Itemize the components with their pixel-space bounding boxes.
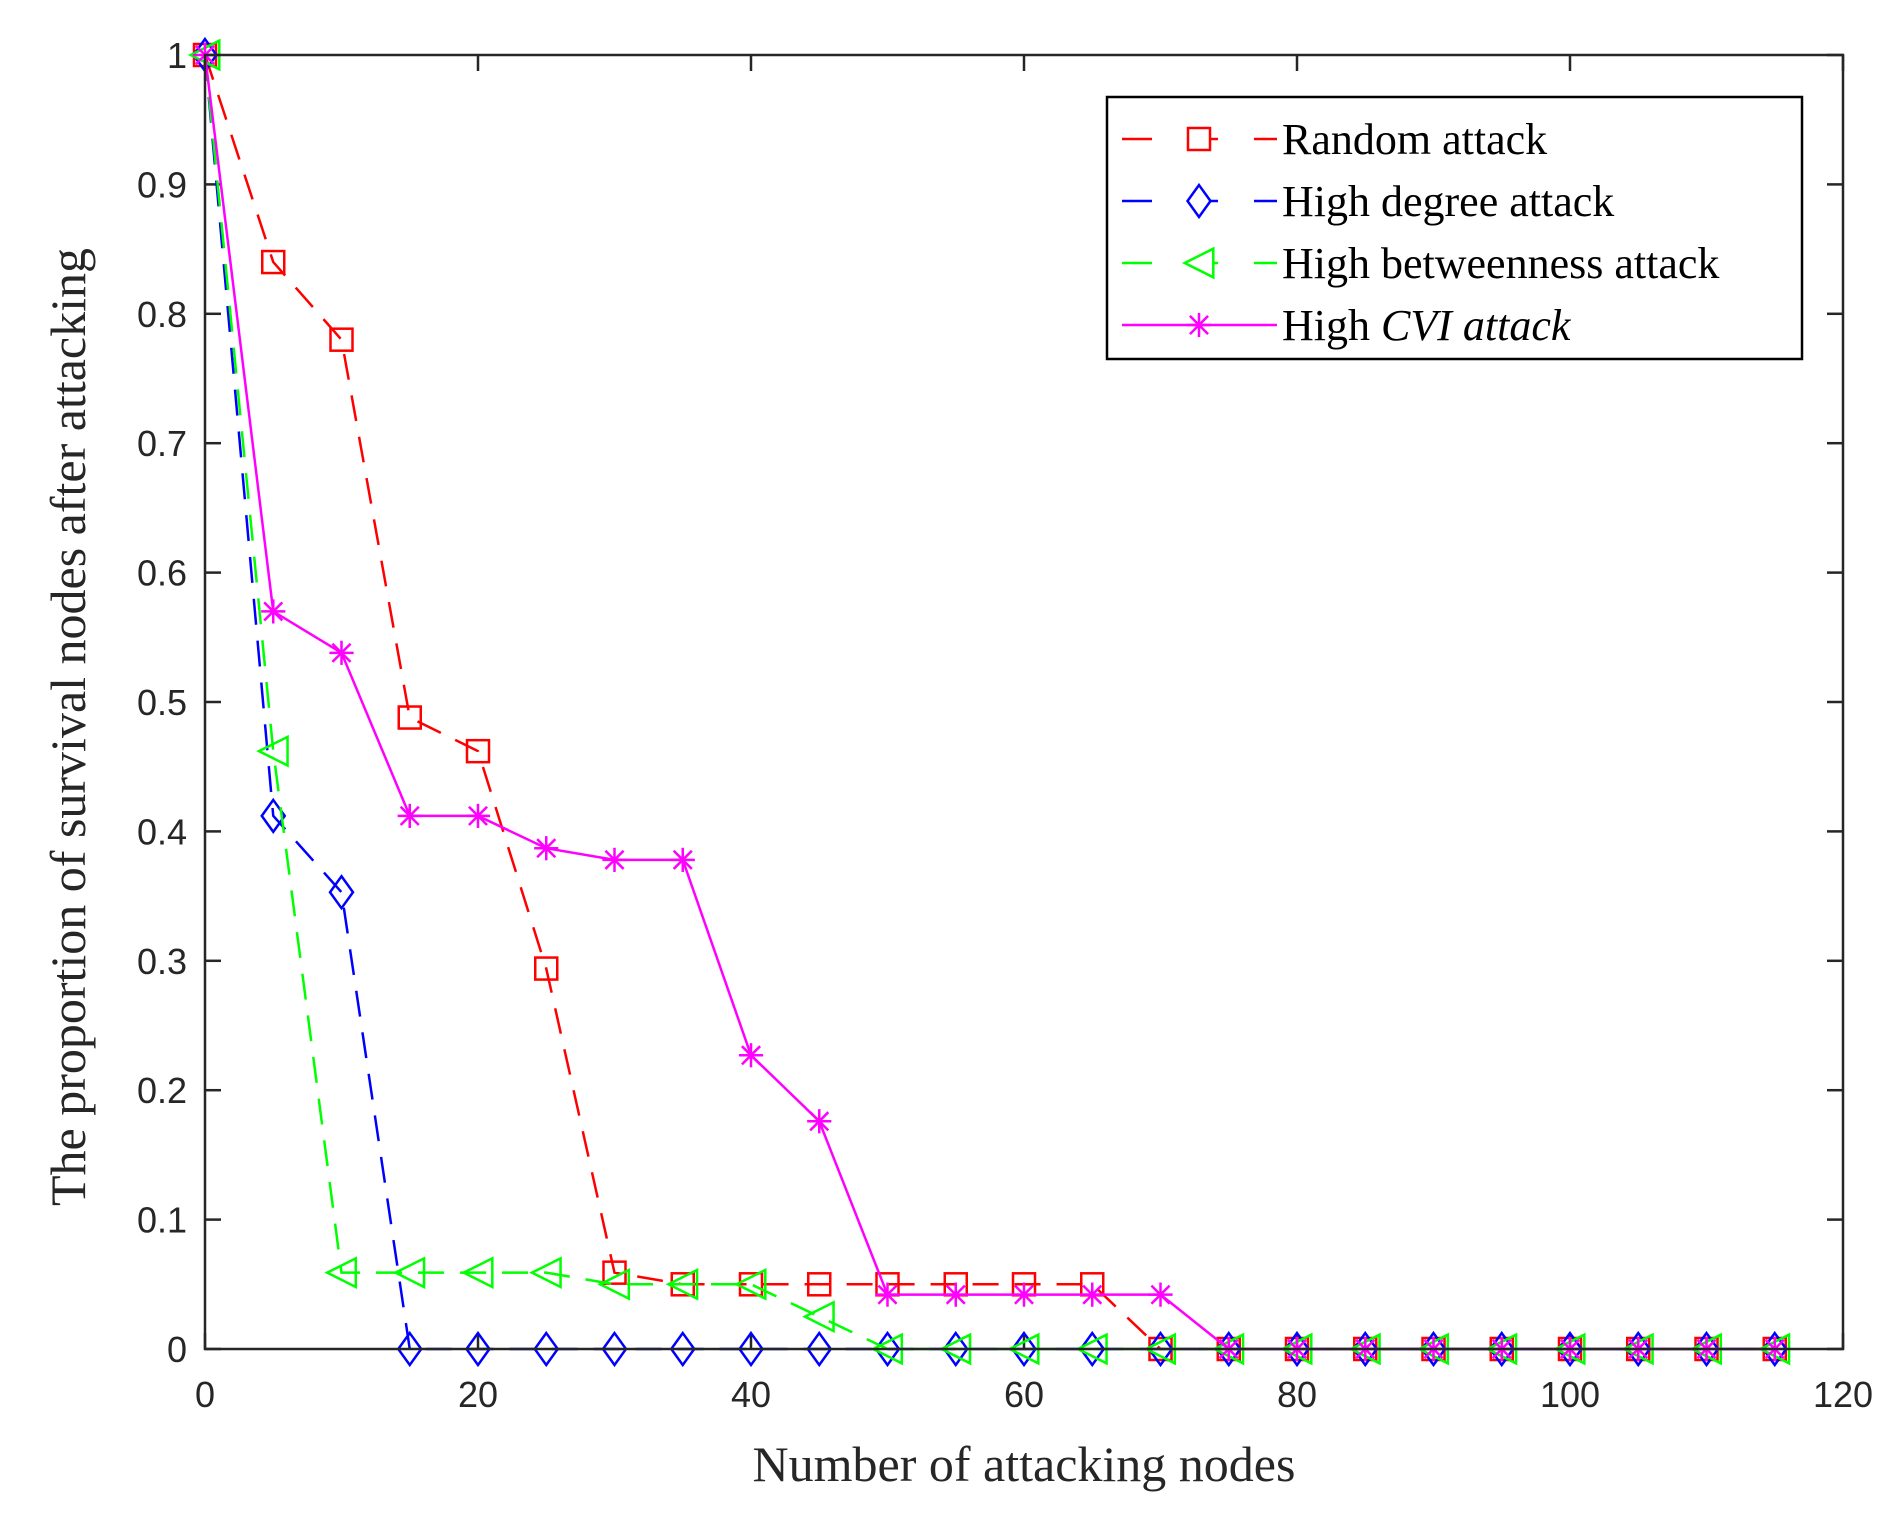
- y-tick-label: 0.1: [137, 1200, 187, 1241]
- legend-label-plain: High: [1282, 301, 1381, 350]
- x-tick-label: 80: [1277, 1374, 1317, 1415]
- x-tick-label: 100: [1540, 1374, 1600, 1415]
- plot-frame: [203, 53, 1845, 1351]
- legend-label: High betweenness attack: [1282, 239, 1719, 288]
- data-point: [397, 705, 422, 730]
- y-tick-label: 0.7: [137, 423, 187, 464]
- data-point: [1283, 1330, 1311, 1368]
- data-point: [397, 803, 422, 828]
- data-point: [329, 640, 354, 665]
- y-tick-label: 0.6: [137, 553, 187, 594]
- x-axis-label: Number of attacking nodes: [753, 1436, 1296, 1492]
- data-point: [665, 1267, 699, 1301]
- data-point: [1010, 1330, 1038, 1368]
- data-point: [597, 1267, 631, 1301]
- data-point: [1148, 1282, 1173, 1307]
- data-point: [602, 847, 627, 872]
- data-point: [529, 1256, 562, 1289]
- y-tick-label: 0.5: [137, 682, 187, 723]
- data-point: [534, 956, 559, 981]
- data-point: [1488, 1330, 1515, 1368]
- legend-item: High betweenness attack: [1122, 239, 1719, 288]
- data-point: [1079, 1330, 1106, 1368]
- data-point: [875, 1282, 900, 1307]
- data-point: [737, 1330, 765, 1368]
- legend-label: High CVI attack: [1282, 301, 1572, 350]
- data-point: [1556, 1330, 1584, 1368]
- legend-item: Random attack: [1122, 115, 1547, 164]
- y-tick-label: 0.4: [137, 811, 187, 852]
- data-point: [465, 803, 491, 828]
- y-tick-label: 0.8: [137, 294, 187, 335]
- data-point: [261, 249, 286, 275]
- x-tick-label: 40: [731, 1374, 771, 1415]
- data-point: [806, 1330, 833, 1368]
- data-point: [460, 1256, 494, 1289]
- x-tick-label: 0: [195, 1374, 215, 1415]
- data-point: [261, 599, 286, 624]
- data-point: [1080, 1282, 1105, 1307]
- legend-marker: [1186, 312, 1212, 338]
- data-point: [392, 1256, 426, 1289]
- data-point: [534, 836, 559, 861]
- y-tick-label: 0.9: [137, 164, 187, 205]
- data-point: [324, 1256, 358, 1289]
- x-tick-label: 60: [1004, 1374, 1044, 1415]
- legend-box: [1105, 95, 1804, 361]
- legend: Random attack High degree attack High betw…: [1105, 95, 1804, 361]
- x-tick-label: 120: [1813, 1374, 1873, 1415]
- legend-marker: [1181, 246, 1215, 280]
- data-point: [601, 1330, 628, 1368]
- y-tick-label: 1: [167, 35, 187, 76]
- data-point: [1352, 1330, 1379, 1368]
- legend-item: High CVI attack: [1122, 301, 1572, 350]
- y-tick-label: 0.2: [137, 1070, 187, 1111]
- legend-item: High degree attack: [1122, 177, 1614, 226]
- data-point: [669, 1330, 696, 1368]
- data-point: [1147, 1330, 1174, 1368]
- data-point: [670, 847, 695, 872]
- x-tick-label: 20: [458, 1374, 498, 1415]
- data-point: [802, 1300, 835, 1333]
- data-point: [256, 734, 289, 768]
- data-point: [533, 1330, 560, 1368]
- data-point: [738, 1043, 764, 1068]
- data-point: [1693, 1330, 1720, 1368]
- legend-label: High degree attack: [1282, 177, 1614, 226]
- y-tick-label: 0.3: [137, 941, 187, 982]
- legend-label: Random attack: [1282, 115, 1547, 164]
- series-3: [192, 42, 1787, 1362]
- data-point: [874, 1330, 901, 1368]
- data-point: [1420, 1330, 1447, 1368]
- data-point: [396, 1330, 423, 1368]
- data-point: [465, 738, 491, 764]
- data-point: [464, 1330, 492, 1368]
- data-point: [1625, 1330, 1652, 1368]
- y-tick-label: 0: [167, 1329, 187, 1370]
- data-point: [738, 1272, 764, 1297]
- axis-ticks: 0 20 40 60 80 100 120 0 0.1 0.2 0.3 0.4 0.5 0.6 0.7 0.8…: [137, 35, 1873, 1415]
- data-point: [1011, 1282, 1037, 1307]
- data-point: [943, 1282, 968, 1307]
- y-axis-label: The proportion of survival nodes after a…: [40, 248, 96, 1206]
- data-point: [328, 874, 355, 911]
- data-point: [329, 327, 354, 352]
- legend-marker: [1185, 182, 1213, 220]
- legend-label-italic: CVI attack: [1381, 301, 1572, 350]
- data-point: [733, 1267, 767, 1301]
- data-point: [942, 1330, 969, 1368]
- data-point: [807, 1272, 832, 1297]
- data-point: [1761, 1330, 1788, 1368]
- data-point: [807, 1109, 832, 1134]
- legend-marker: [1186, 126, 1212, 152]
